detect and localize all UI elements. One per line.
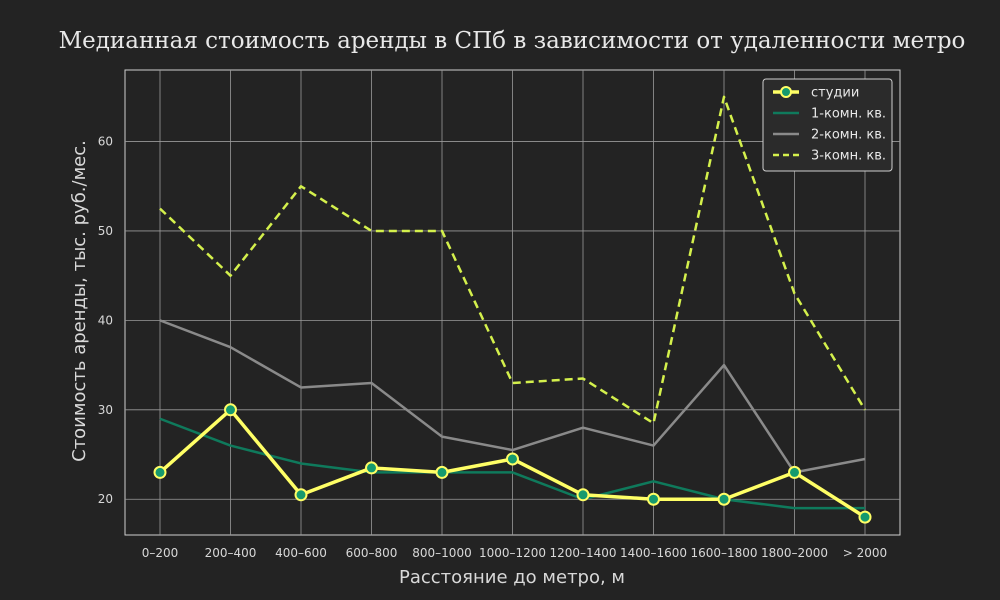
legend-box xyxy=(762,78,893,172)
x-tick-label: > 2000 xyxy=(843,546,887,560)
x-axis-label: Расстояние до метро, м xyxy=(399,567,625,588)
y-axis-label: Стоимость аренды, тыс. руб./мес. xyxy=(69,140,90,462)
legend: студии 1-комн. кв. 2-комн. кв. 3-комн. кв. xyxy=(762,78,893,172)
x-tick-label: 200–400 xyxy=(205,546,257,560)
series-point xyxy=(294,488,308,502)
series-point xyxy=(365,461,378,475)
y-tick-label: 60 xyxy=(98,135,113,149)
series-point xyxy=(647,492,660,506)
plot-area: 0–200 200–400 400–600 600–800 800–1000 1000–1… xyxy=(98,69,901,560)
y-tick-label: 30 xyxy=(98,403,113,417)
legend-label: 3-комн. кв. xyxy=(811,149,886,164)
y-tick-label: 20 xyxy=(98,492,113,506)
x-tick-label: 800–1000 xyxy=(412,546,471,560)
series-point xyxy=(788,465,801,479)
x-tick-label: 0–200 xyxy=(142,546,179,560)
x-tick-label: 1800–2000 xyxy=(761,546,828,560)
series-point xyxy=(435,465,449,479)
series-point xyxy=(506,452,519,466)
x-tick-label: 400–600 xyxy=(275,546,327,560)
series-point xyxy=(224,403,237,417)
legend-label: студии xyxy=(811,86,859,101)
legend-label: 1-комн. кв. xyxy=(811,107,886,122)
series-point xyxy=(858,510,872,524)
series-line-3 xyxy=(159,319,866,474)
y-tick-label: 40 xyxy=(98,313,113,327)
series-line-4 xyxy=(159,95,867,425)
y-tick-label: 50 xyxy=(98,224,113,238)
series-point xyxy=(576,488,590,502)
series-line-2 xyxy=(159,417,865,510)
x-tick-label: 1200–1400 xyxy=(549,546,616,560)
x-tick-label: 1400–1600 xyxy=(620,546,687,560)
legend-label: 2-комн. кв. xyxy=(811,128,886,143)
x-tick-label: 600–800 xyxy=(346,546,398,560)
series-point xyxy=(717,492,731,506)
series-point xyxy=(153,465,167,479)
x-tick-label: 1600–1800 xyxy=(690,546,757,560)
x-tick-label: 1000–1200 xyxy=(479,546,546,560)
legend-marker xyxy=(780,86,792,98)
chart-title: Медианная стоимость аренды в СПб в завис… xyxy=(59,28,966,54)
